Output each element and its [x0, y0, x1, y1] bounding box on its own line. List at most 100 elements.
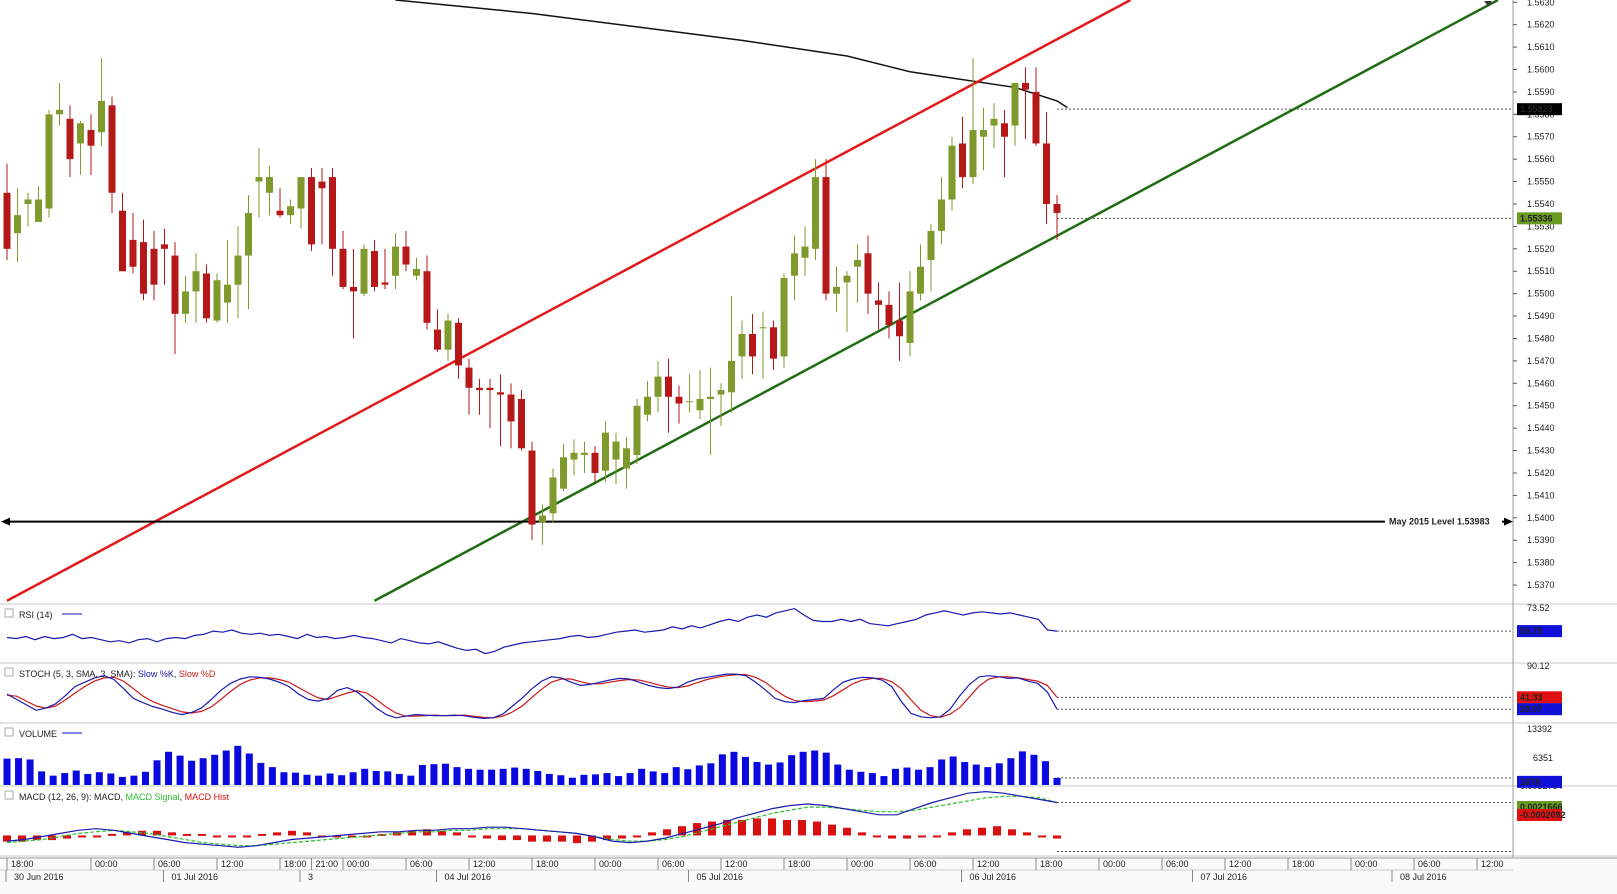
stoch-d-tag: 41.33 — [1520, 692, 1543, 702]
x-time-label: 12:00 — [725, 859, 748, 869]
x-time-label: 06:00 — [662, 859, 685, 869]
candle-body — [602, 432, 609, 471]
last-price-tag: 1.55336 — [1520, 213, 1553, 223]
x-time-label: 00:00 — [347, 859, 370, 869]
candle-body — [108, 105, 116, 193]
x-time-label: 06:00 — [410, 859, 433, 869]
x-date-label: 30 Jun 2016 — [14, 872, 64, 882]
macd-line — [6, 790, 1058, 848]
volume-bar — [361, 768, 369, 785]
macd-hist-tag-bg — [1517, 809, 1562, 821]
x-time-label: 18:00 — [788, 859, 811, 869]
volume-bar — [72, 770, 80, 785]
candle-body — [329, 177, 336, 249]
volume-bar — [534, 770, 542, 785]
y-tick-label: 1.5420 — [1527, 468, 1555, 478]
rsi-value-tag: 50.75 — [1520, 626, 1543, 636]
volume-bar — [130, 775, 138, 785]
y-tick-label: 1.5380 — [1527, 558, 1555, 568]
panel-close-icon — [4, 667, 14, 677]
macd-hist-tag: -0.0002092 — [1520, 810, 1566, 820]
y-tick-label: 1.5550 — [1527, 177, 1555, 187]
candle-body — [56, 109, 63, 115]
volume-bar — [395, 773, 403, 785]
volume-bar — [811, 750, 819, 785]
volume-bar — [499, 768, 507, 785]
main-price-panel[interactable]: May 2015 Level 1.53983 — [1, 0, 1513, 602]
candle-body — [392, 246, 399, 276]
candle-body — [77, 123, 84, 144]
candle-body — [255, 177, 263, 182]
macd-hist-bar — [243, 835, 251, 838]
macd-hist-bar — [783, 820, 791, 836]
macd-hist-bar — [918, 835, 926, 838]
candle-body — [623, 448, 630, 469]
x-time-label: 12:00 — [1229, 859, 1252, 869]
y-tick-label: 1.5590 — [1527, 87, 1555, 97]
macd-hist-bar — [573, 835, 581, 844]
x-time-label: 12:00 — [1481, 859, 1504, 869]
macd-hist-bar — [963, 829, 971, 836]
x-date-label: 01 Jul 2016 — [172, 872, 219, 882]
volume-bar — [49, 775, 57, 785]
volume-bar — [315, 775, 323, 785]
candle-body — [644, 396, 651, 415]
candle-body — [581, 452, 588, 456]
y-tick-label: 1.5400 — [1527, 513, 1555, 523]
candle-body — [455, 322, 462, 366]
macd-hist-bar — [1023, 832, 1031, 836]
candle-body — [749, 334, 756, 357]
macd-hist-bar — [903, 835, 911, 839]
x-time-label: 12:00 — [221, 859, 244, 869]
y-tick-label: 1.5450 — [1527, 401, 1555, 411]
volume-bar — [245, 753, 253, 785]
volume-mid-tick: 6351 — [1533, 753, 1553, 763]
macd-hist-bar — [3, 835, 11, 842]
macd-hist-bar — [303, 832, 311, 836]
macd-hist-bar — [228, 835, 236, 838]
candle-body — [1053, 203, 1061, 213]
candle-body — [182, 291, 189, 314]
price-tags: 1.55823 1.55336 50.75 41.33 20.07 1678 0.00216… — [1517, 103, 1566, 821]
y-tick-label: 1.5490 — [1527, 311, 1555, 321]
x-time-label: 12:00 — [977, 859, 1000, 869]
candle-body — [518, 399, 525, 449]
volume-bar — [684, 769, 692, 785]
x-time-label: 18:00 — [1292, 859, 1315, 869]
volume-bar — [407, 775, 415, 785]
volume-bar — [730, 751, 738, 785]
macd-hist-bar — [273, 832, 281, 836]
macd-hist-bar — [558, 835, 566, 842]
candle-body — [497, 392, 504, 395]
volume-bar — [972, 764, 980, 785]
rsi-title: RSI (14) — [19, 610, 53, 620]
candle-body — [896, 320, 903, 337]
x-time-label: 21:00 — [316, 859, 339, 869]
macd-hist-bar — [843, 827, 851, 836]
volume-bar — [857, 771, 865, 785]
candle-body — [476, 387, 483, 391]
x-time-label: 00:00 — [1355, 859, 1378, 869]
candle-body — [780, 277, 788, 357]
macd-hist-bar — [633, 835, 641, 838]
volume-top-tick: 13392 — [1527, 724, 1552, 734]
candle-body — [917, 266, 924, 294]
macd-hist-bar — [108, 833, 116, 836]
candle-body — [959, 143, 966, 178]
candle-body — [696, 399, 704, 411]
candle-body — [276, 210, 284, 216]
x-date-label: 08 Jul 2016 — [1400, 872, 1447, 882]
macd-hist-bar — [378, 833, 386, 836]
candle-body — [539, 515, 546, 523]
candle-body — [45, 114, 53, 209]
volume-bar — [176, 755, 184, 785]
macd-hist-bar — [873, 835, 881, 838]
volume-bar — [638, 768, 646, 785]
volume-bar — [199, 758, 207, 785]
candle-body — [413, 268, 420, 276]
volume-bar — [799, 751, 807, 785]
macd-hist-bar — [1053, 835, 1061, 839]
macd-hist-bar — [933, 835, 941, 838]
y-tick-label: 1.5560 — [1527, 154, 1555, 164]
